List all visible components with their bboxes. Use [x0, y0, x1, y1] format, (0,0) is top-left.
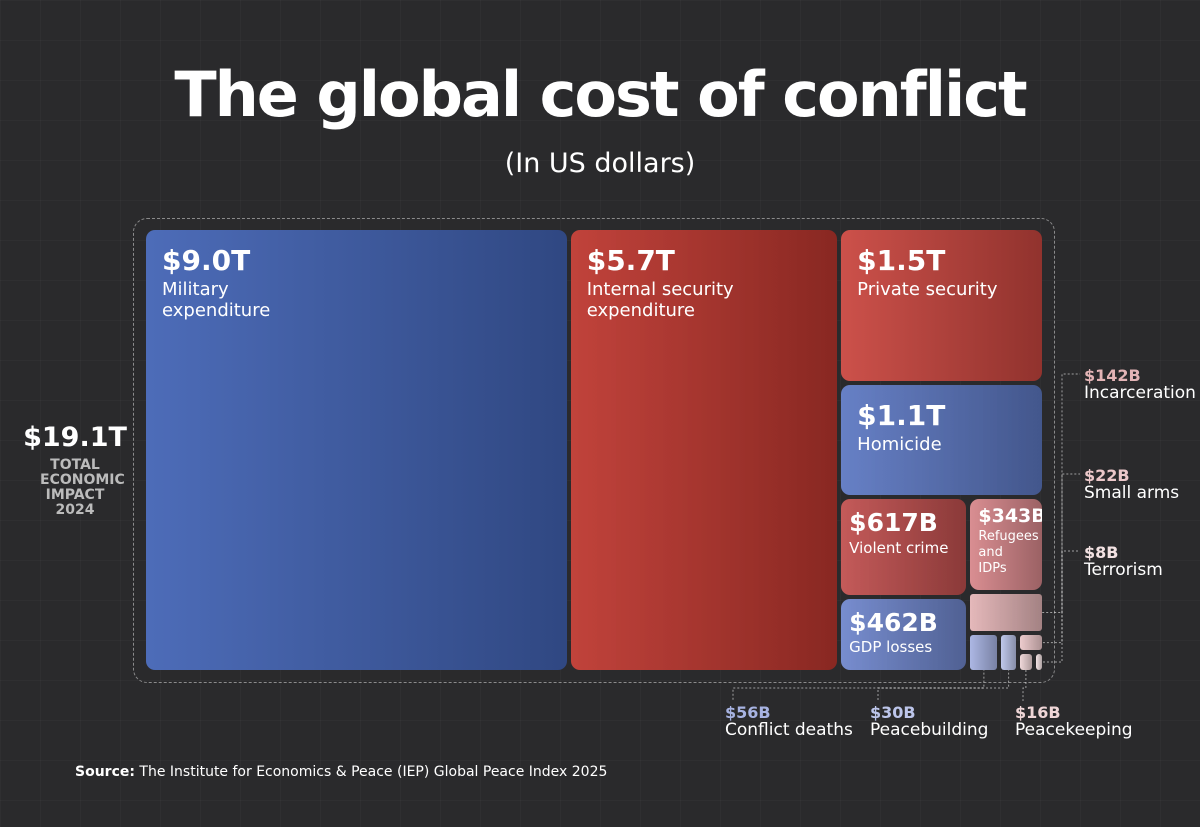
total-caption: TOTAL ECONOMIC IMPACT 2024 — [40, 457, 125, 518]
callout-value: $8B — [1084, 543, 1119, 562]
tile-label: Military expenditure — [162, 278, 271, 322]
source-label: Source: — [75, 764, 135, 780]
total-frame — [133, 218, 1055, 683]
callout-value: $16B — [1015, 703, 1061, 722]
tile-value: $617B — [849, 508, 938, 538]
tile: $9.0T Military expenditure — [146, 230, 567, 670]
source-text: The Institute for Economics & Peace (IEP… — [139, 764, 608, 780]
tile — [1001, 635, 1016, 670]
tile: $1.5T Private security — [841, 230, 1042, 381]
callout: $22B Small arms — [1084, 466, 1200, 503]
tile-label: Private security — [857, 278, 998, 300]
leader-line — [1030, 473, 1080, 644]
callout-label: Peacekeeping — [1015, 720, 1133, 740]
tile — [970, 593, 1042, 632]
tile-value: $343B — [978, 505, 1042, 528]
tile-label: GDP losses — [849, 638, 933, 657]
callout-label: Incarceration — [1084, 383, 1196, 403]
callout: $8B Terrorism — [1084, 543, 1200, 580]
leader-line — [732, 652, 985, 701]
callout-value: $142B — [1084, 366, 1141, 385]
tile: $1.1T Homicide — [841, 385, 1042, 496]
chart-subtitle: (In US dollars) — [504, 148, 696, 179]
tile-label: Homicide — [857, 433, 942, 455]
tile — [970, 635, 998, 670]
tile-label: Refugees and IDPs — [978, 529, 1039, 576]
tile: $5.7T Internal security expenditure — [571, 230, 837, 670]
callout-label: Terrorism — [1084, 560, 1163, 580]
tile-value: $1.1T — [857, 398, 946, 432]
leader-line — [877, 652, 1010, 701]
callout: $30B Peacebuilding — [870, 703, 1010, 740]
tile: $462B GDP losses — [841, 599, 966, 670]
callout-label: Conflict deaths — [725, 720, 853, 740]
total-label: $19.1T — [23, 422, 127, 453]
callout-value: $22B — [1084, 466, 1130, 485]
callout-value: $30B — [870, 703, 916, 722]
tile-label: Internal security expenditure — [586, 278, 734, 322]
tile — [1035, 653, 1042, 670]
source: Source: The Institute for Economics & Pe… — [75, 764, 607, 780]
callout: $56B Conflict deaths — [725, 703, 865, 740]
tile-value: $1.5T — [857, 244, 946, 277]
callout-value: $56B — [725, 703, 771, 722]
tile: $617B Violent crime — [841, 499, 966, 594]
callout-label: Small arms — [1084, 483, 1180, 503]
tile: $343B Refugees and IDPs — [970, 499, 1042, 589]
callout: $16B Peacekeeping — [1015, 703, 1155, 740]
tile — [1019, 653, 1032, 670]
tile-value: $9.0T — [162, 244, 251, 277]
tile-value: $5.7T — [586, 244, 675, 277]
leader-line — [1022, 661, 1027, 701]
tile-label: Violent crime — [849, 538, 949, 557]
chart-title: The global cost of conflict — [174, 58, 1027, 131]
tile-value: $462B — [849, 607, 938, 637]
tile — [1019, 635, 1042, 650]
callout: $142B Incarceration — [1084, 366, 1200, 403]
callout-label: Peacebuilding — [870, 720, 989, 740]
